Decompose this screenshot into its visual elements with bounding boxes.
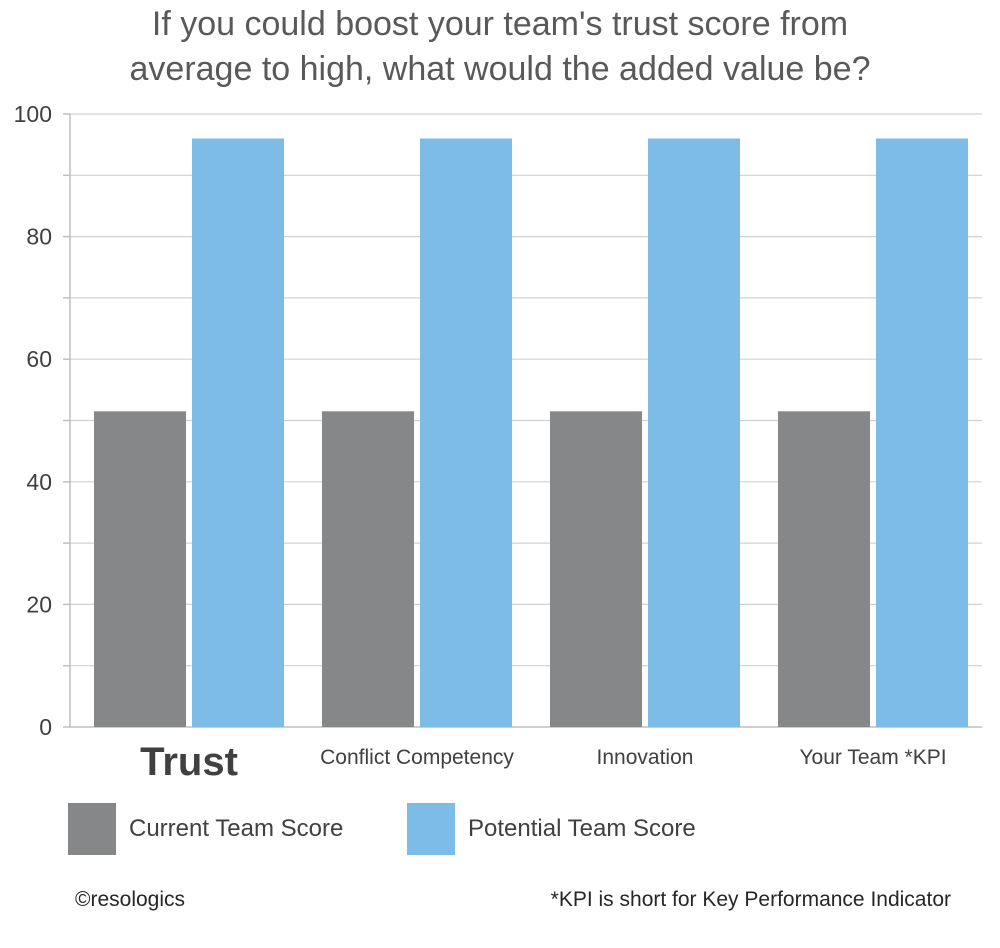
- y-tick-label: 80: [26, 224, 52, 250]
- y-tick-label: 40: [26, 469, 52, 495]
- y-tick-label: 0: [39, 714, 52, 740]
- bar-current-2: [550, 411, 642, 727]
- bar-potential-0: [192, 138, 284, 727]
- bar-current-1: [322, 411, 414, 727]
- x-category-label: Innovation: [597, 746, 694, 769]
- bars: [94, 138, 968, 727]
- legend-swatch-current: [68, 803, 116, 855]
- x-category-label: Your Team *KPI: [799, 746, 946, 769]
- x-category-label: Conflict Competency: [320, 746, 514, 769]
- bar-potential-3: [876, 138, 968, 727]
- bar-current-3: [778, 411, 870, 727]
- legend-swatch-potential: [407, 803, 455, 855]
- chart-title-line-2: average to high, what would the added va…: [129, 50, 871, 88]
- y-tick-label: 60: [26, 346, 52, 372]
- chart-title-line-1: If you could boost your team's trust sco…: [151, 5, 849, 43]
- kpi-footnote: *KPI is short for Key Performance Indica…: [550, 888, 951, 911]
- copyright-credit: ©resologics: [75, 888, 186, 911]
- bar-potential-2: [648, 138, 740, 727]
- bar-current-0: [94, 411, 186, 727]
- x-category-label: Trust: [140, 740, 238, 784]
- y-tick-label: 20: [26, 591, 52, 617]
- tick-labels: 0 20 40 60 80 100 Trust Conflict Competency Inno…: [14, 101, 947, 784]
- bar-potential-1: [420, 138, 512, 727]
- y-tick-label: 100: [14, 101, 52, 127]
- chart-title: If you could boost your team's trust sco…: [0, 2, 1000, 92]
- legend-label-current: Current Team Score: [129, 815, 344, 842]
- legend-label-potential: Potential Team Score: [468, 815, 696, 842]
